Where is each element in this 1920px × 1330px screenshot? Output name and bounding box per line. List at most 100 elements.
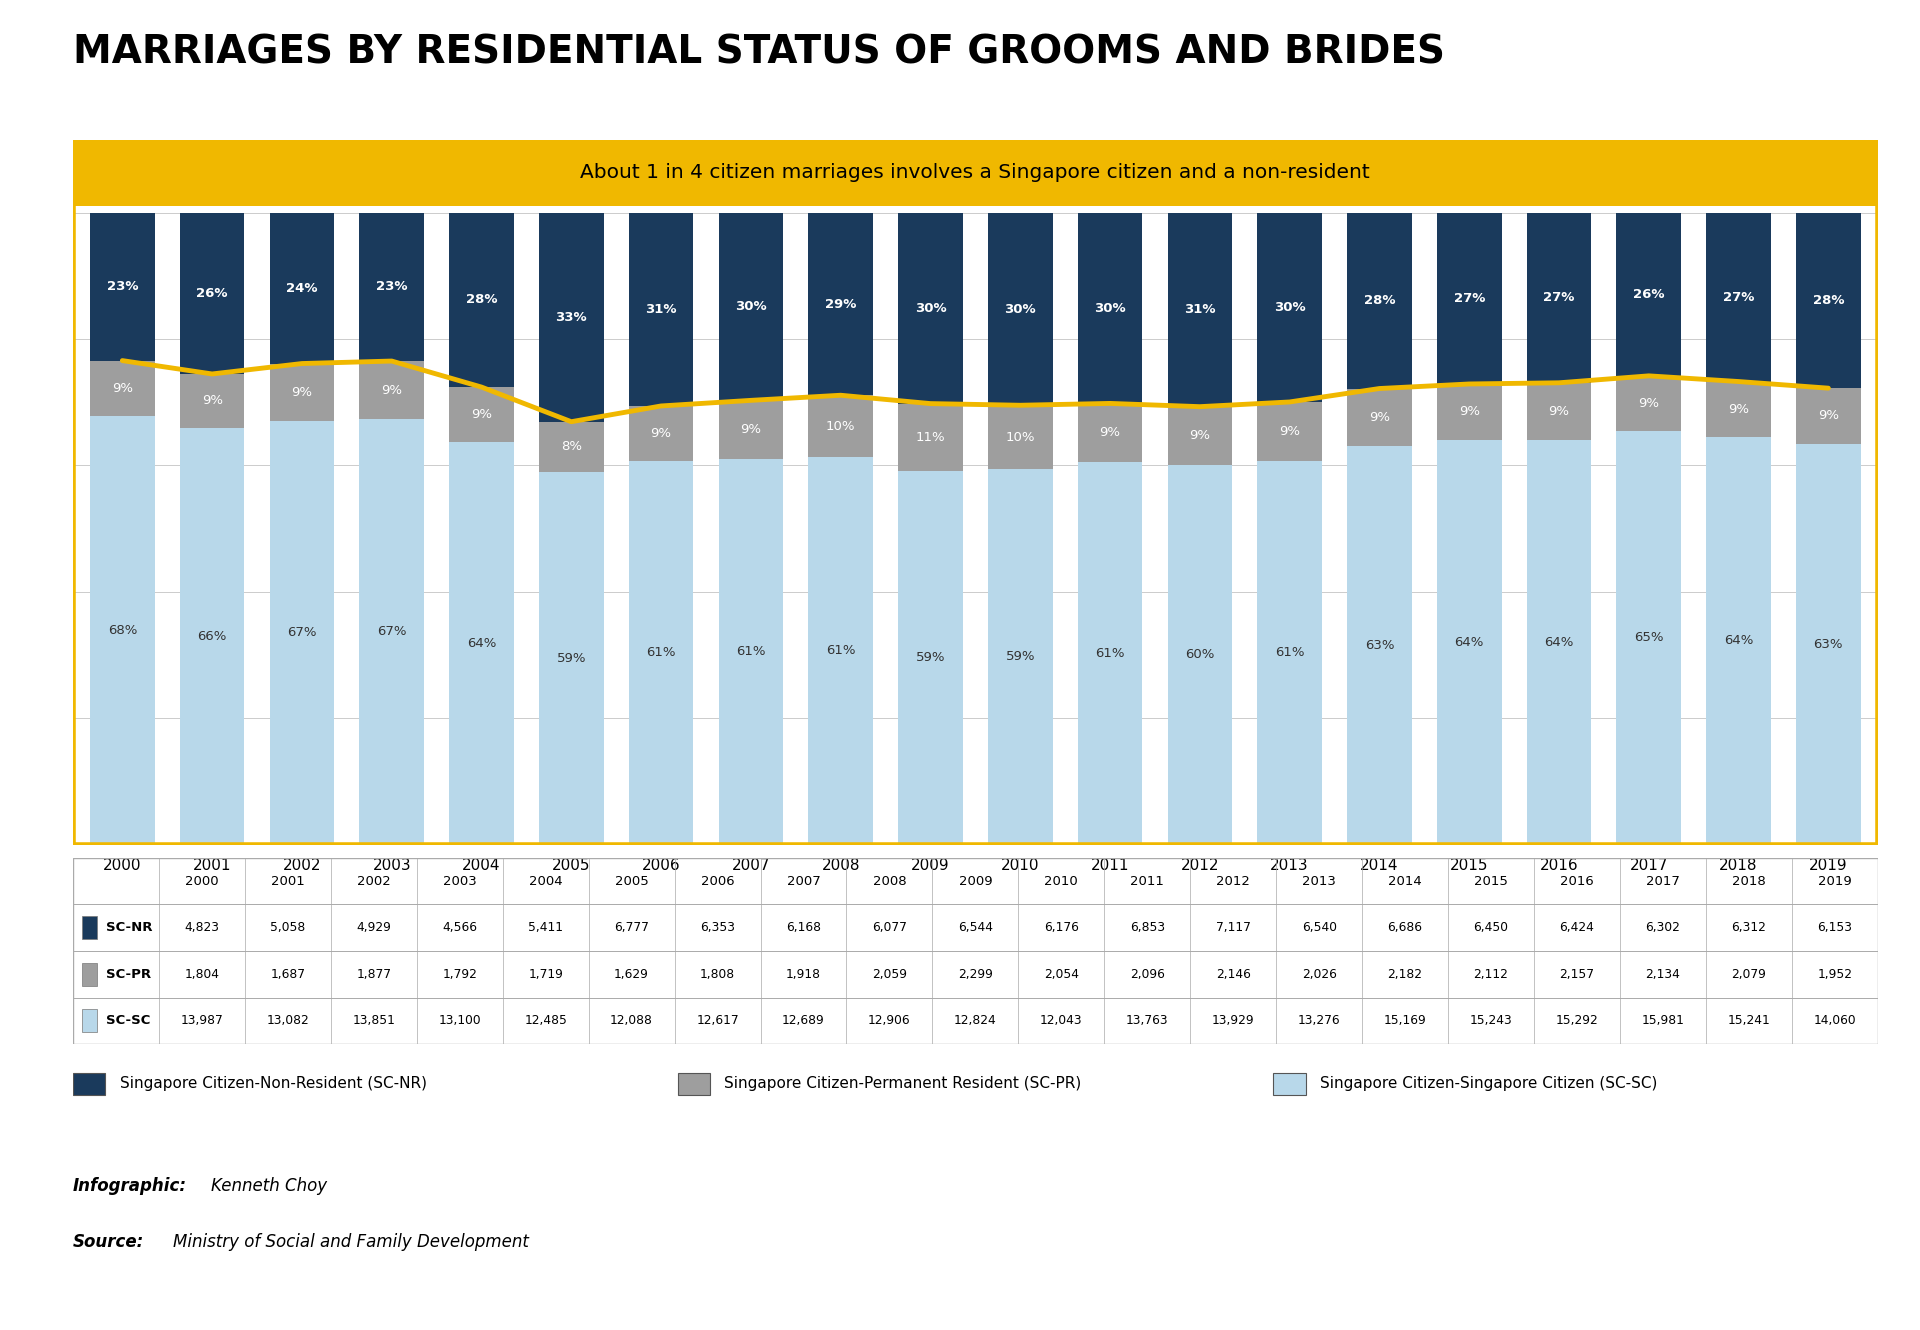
Bar [1167,213,1233,407]
Text: 61%: 61% [1094,646,1125,660]
Text: 1,792: 1,792 [442,968,478,980]
Text: 12,906: 12,906 [868,1015,910,1027]
Text: 27%: 27% [1453,291,1484,305]
Bar [628,213,693,406]
Bar [718,459,783,845]
Bar [1348,213,1411,388]
Bar [628,406,693,462]
Text: 6,302: 6,302 [1645,922,1680,934]
Text: 4,566: 4,566 [442,922,478,934]
Text: 6,168: 6,168 [785,922,822,934]
Text: 6,686: 6,686 [1388,922,1423,934]
Bar [808,395,874,458]
Text: 33%: 33% [555,311,588,323]
Bar [899,403,962,471]
Bar [359,213,424,360]
Bar [269,363,334,422]
Text: 6,153: 6,153 [1818,922,1853,934]
Text: 9%: 9% [202,394,223,407]
Text: SC-SC: SC-SC [106,1015,152,1027]
Text: SC-NR: SC-NR [106,922,154,934]
Bar [899,471,962,845]
Bar [83,1009,98,1032]
Text: 30%: 30% [1094,302,1125,315]
Bar [180,428,244,845]
Bar [449,213,515,387]
Text: 60%: 60% [1185,648,1215,661]
Text: 59%: 59% [1006,650,1035,664]
Text: 67%: 67% [376,625,407,638]
Text: 2007: 2007 [787,875,820,887]
Text: 4,929: 4,929 [357,922,392,934]
Text: 2004: 2004 [528,875,563,887]
Text: 9%: 9% [111,382,132,395]
Text: 13,100: 13,100 [438,1015,482,1027]
Text: 63%: 63% [1814,637,1843,650]
Bar [1348,388,1411,446]
Bar [269,213,334,363]
Text: 26%: 26% [1634,287,1665,301]
Text: 2,112: 2,112 [1473,968,1509,980]
Bar [1617,213,1682,376]
Text: 27%: 27% [1722,291,1755,303]
Text: 9%: 9% [292,386,313,399]
Text: 6,450: 6,450 [1473,922,1509,934]
Text: 2016: 2016 [1561,875,1594,887]
Text: 6,777: 6,777 [614,922,649,934]
Text: 2,059: 2,059 [872,968,906,980]
Text: 23%: 23% [108,281,138,293]
Text: 63%: 63% [1365,638,1394,652]
Bar [1436,213,1501,384]
Bar [899,213,962,403]
Text: Singapore Citizen-Non-Resident (SC-NR): Singapore Citizen-Non-Resident (SC-NR) [119,1076,426,1092]
Bar [1436,440,1501,845]
Bar [180,213,244,374]
Text: 2,054: 2,054 [1044,968,1079,980]
Text: 6,540: 6,540 [1302,922,1336,934]
Text: 15,292: 15,292 [1555,1015,1597,1027]
Bar [989,469,1052,845]
Bar [90,360,156,416]
Text: 66%: 66% [198,629,227,642]
Text: 6,424: 6,424 [1559,922,1594,934]
Bar [1167,407,1233,466]
Text: 12,617: 12,617 [697,1015,739,1027]
Text: 11%: 11% [916,431,945,444]
Text: 9%: 9% [382,383,401,396]
Text: 15,169: 15,169 [1384,1015,1427,1027]
Bar [718,213,783,400]
Text: 30%: 30% [1273,301,1306,314]
Text: 64%: 64% [467,637,495,650]
Text: 2009: 2009 [958,875,993,887]
Bar [1077,213,1142,403]
Bar [1077,462,1142,845]
Text: 67%: 67% [288,626,317,640]
Text: 1,629: 1,629 [614,968,649,980]
Bar [989,406,1052,469]
Text: 9%: 9% [1638,396,1659,410]
Text: 2019: 2019 [1818,875,1851,887]
Text: 9%: 9% [1549,404,1569,418]
Text: 9%: 9% [470,408,492,422]
Text: 61%: 61% [1275,646,1304,660]
Text: 1,804: 1,804 [184,968,219,980]
Text: 61%: 61% [735,645,766,658]
Text: 23%: 23% [376,281,407,294]
Bar [718,400,783,459]
Text: 61%: 61% [826,644,856,657]
Text: 2,146: 2,146 [1215,968,1250,980]
Text: 12,689: 12,689 [781,1015,826,1027]
Text: 2006: 2006 [701,875,733,887]
Bar [989,213,1052,406]
Text: 31%: 31% [1185,303,1215,317]
Text: MARRIAGES BY RESIDENTIAL STATUS OF GROOMS AND BRIDES: MARRIAGES BY RESIDENTIAL STATUS OF GROOM… [73,33,1446,72]
Text: 1,687: 1,687 [271,968,305,980]
Text: 2018: 2018 [1732,875,1766,887]
Text: 65%: 65% [1634,632,1663,644]
Text: 13,987: 13,987 [180,1015,223,1027]
Bar [540,422,603,472]
Text: 9%: 9% [1188,430,1210,443]
Text: 61%: 61% [647,646,676,660]
Text: 12,485: 12,485 [524,1015,566,1027]
Bar [808,458,874,845]
